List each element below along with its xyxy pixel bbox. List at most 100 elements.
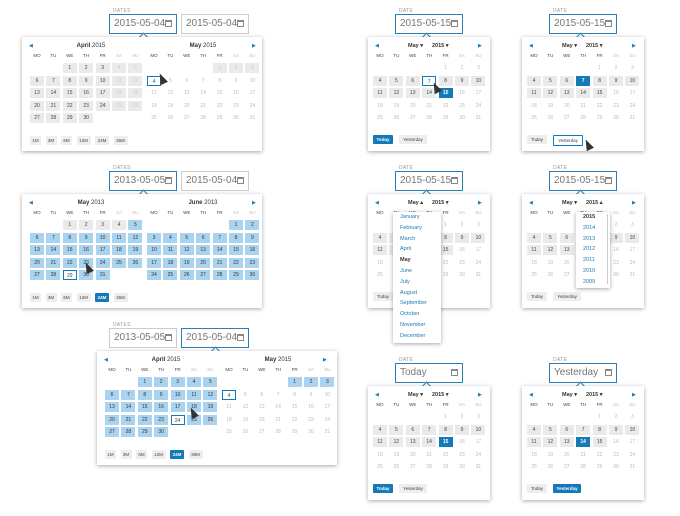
day-cell[interactable]: 30 <box>613 115 619 121</box>
day-cell[interactable]: 3 <box>95 220 110 230</box>
day-cell[interactable]: 4 <box>222 389 236 400</box>
preset-button-1m[interactable]: 1M <box>105 450 116 459</box>
day-cell[interactable]: 14 <box>422 437 437 447</box>
day-cell[interactable]: 11 <box>151 90 157 96</box>
day-cell[interactable]: 31 <box>475 272 482 278</box>
day-cell[interactable]: 30 <box>154 427 169 437</box>
day-cell[interactable]: 18 <box>187 402 201 412</box>
year-dropdown[interactable]: 2015 ▴ <box>586 197 603 209</box>
day-cell[interactable]: 15 <box>291 404 298 410</box>
day-cell[interactable]: 27 <box>259 429 265 435</box>
day-cell[interactable]: 26 <box>179 270 194 280</box>
month-option[interactable]: November <box>400 321 426 328</box>
day-cell[interactable]: 1 <box>444 414 447 420</box>
day-cell[interactable]: 17 <box>249 90 256 96</box>
day-cell[interactable]: 22 <box>442 259 449 266</box>
day-cell[interactable]: 16 <box>613 247 619 253</box>
day-cell[interactable]: 15 <box>438 437 453 447</box>
day-cell[interactable]: 20 <box>105 414 119 425</box>
day-cell[interactable]: 5 <box>389 424 404 435</box>
prev-month-arrow[interactable]: ◀ <box>104 357 108 363</box>
day-cell[interactable]: 22 <box>596 451 603 458</box>
day-cell[interactable]: 17 <box>324 404 331 410</box>
day-cell[interactable]: 3 <box>170 377 185 387</box>
year-option[interactable]: 2010 <box>583 267 596 274</box>
day-cell[interactable]: 7 <box>276 391 280 398</box>
month-dropdown[interactable]: May ▴ <box>408 197 423 209</box>
calendar-icon[interactable] <box>605 177 612 184</box>
day-cell[interactable]: 3 <box>631 65 634 71</box>
day-cell[interactable]: 16 <box>308 404 314 410</box>
day-cell[interactable]: 20 <box>196 257 211 268</box>
day-cell[interactable]: 13 <box>259 404 265 410</box>
month-option[interactable]: August <box>400 289 418 296</box>
today-button[interactable]: Today <box>527 135 547 144</box>
day-cell[interactable]: 19 <box>393 102 400 109</box>
day-cell[interactable]: 13 <box>30 88 44 98</box>
day-cell[interactable]: 27 <box>105 427 119 437</box>
today-button[interactable]: Today <box>373 292 393 301</box>
day-cell[interactable]: 27 <box>30 270 44 280</box>
day-cell[interactable]: 31 <box>249 115 256 121</box>
day-cell[interactable]: 14 <box>212 245 227 255</box>
day-cell[interactable]: 2 <box>304 377 318 387</box>
day-cell[interactable]: 12 <box>128 75 143 86</box>
day-cell[interactable]: 11 <box>187 389 201 400</box>
month-option[interactable]: April <box>400 246 412 253</box>
day-cell[interactable]: 9 <box>455 424 469 435</box>
day-cell[interactable]: 27 <box>564 464 570 470</box>
day-cell[interactable]: 30 <box>613 464 619 470</box>
date-input[interactable]: 2015-05-04 <box>181 171 249 191</box>
day-cell[interactable]: 16 <box>233 90 239 96</box>
prev-month-arrow[interactable]: ◀ <box>375 200 379 206</box>
day-cell[interactable]: 31 <box>95 270 110 280</box>
day-cell[interactable]: 14 <box>121 402 136 412</box>
calendar-icon[interactable] <box>165 20 172 27</box>
today-button[interactable]: Today <box>527 484 547 493</box>
day-cell[interactable]: 9 <box>79 75 94 86</box>
day-cell[interactable]: 1 <box>598 414 601 420</box>
day-cell[interactable]: 20 <box>410 102 416 109</box>
day-cell[interactable]: 25 <box>163 270 178 280</box>
day-cell[interactable]: 20 <box>564 259 570 266</box>
day-cell[interactable]: 9 <box>234 77 238 84</box>
day-cell[interactable]: 11 <box>527 88 541 98</box>
day-cell[interactable]: 7 <box>46 75 61 86</box>
next-month-arrow[interactable]: ▶ <box>323 357 327 363</box>
day-cell[interactable]: 12 <box>167 90 174 96</box>
day-cell[interactable]: 20 <box>564 102 570 109</box>
month-dropdown[interactable]: May ▾ <box>408 40 423 52</box>
day-cell[interactable]: 24 <box>249 102 256 109</box>
day-cell[interactable]: 20 <box>30 100 44 111</box>
day-cell[interactable]: 10 <box>625 424 640 435</box>
next-month-arrow[interactable]: ▶ <box>252 43 256 49</box>
date-input[interactable]: 2015-05-15 <box>549 14 617 34</box>
day-cell[interactable]: 15 <box>216 90 223 96</box>
day-cell[interactable]: 3 <box>477 65 480 71</box>
day-cell[interactable]: 17 <box>629 90 636 96</box>
day-cell[interactable]: 5 <box>543 232 558 243</box>
day-cell[interactable]: 16 <box>79 245 94 255</box>
day-cell[interactable]: 23 <box>459 451 465 458</box>
day-cell[interactable]: 8 <box>137 389 152 400</box>
day-cell[interactable]: 26 <box>547 272 554 278</box>
day-cell[interactable]: 14 <box>200 90 206 96</box>
day-cell[interactable]: 29 <box>291 429 298 435</box>
day-cell[interactable]: 15 <box>229 245 243 255</box>
day-cell[interactable]: 18 <box>531 102 537 109</box>
prev-month-arrow[interactable]: ◀ <box>529 392 533 398</box>
day-cell[interactable]: 14 <box>46 88 61 98</box>
day-cell[interactable]: 26 <box>128 100 143 111</box>
day-cell[interactable]: 18 <box>377 259 383 266</box>
month-option[interactable]: December <box>400 332 426 339</box>
day-cell[interactable]: 4 <box>112 220 126 230</box>
day-cell[interactable]: 15 <box>62 88 77 98</box>
day-cell[interactable]: 26 <box>547 464 554 470</box>
day-cell[interactable]: 7 <box>576 75 591 86</box>
day-cell[interactable]: 29 <box>229 270 243 280</box>
day-cell[interactable]: 31 <box>475 115 482 121</box>
prev-month-arrow[interactable]: ◀ <box>529 200 533 206</box>
year-dropdown[interactable]: 2015 ▾ <box>432 197 449 209</box>
day-cell[interactable]: 9 <box>309 391 313 398</box>
day-cell[interactable]: 6 <box>559 424 574 435</box>
